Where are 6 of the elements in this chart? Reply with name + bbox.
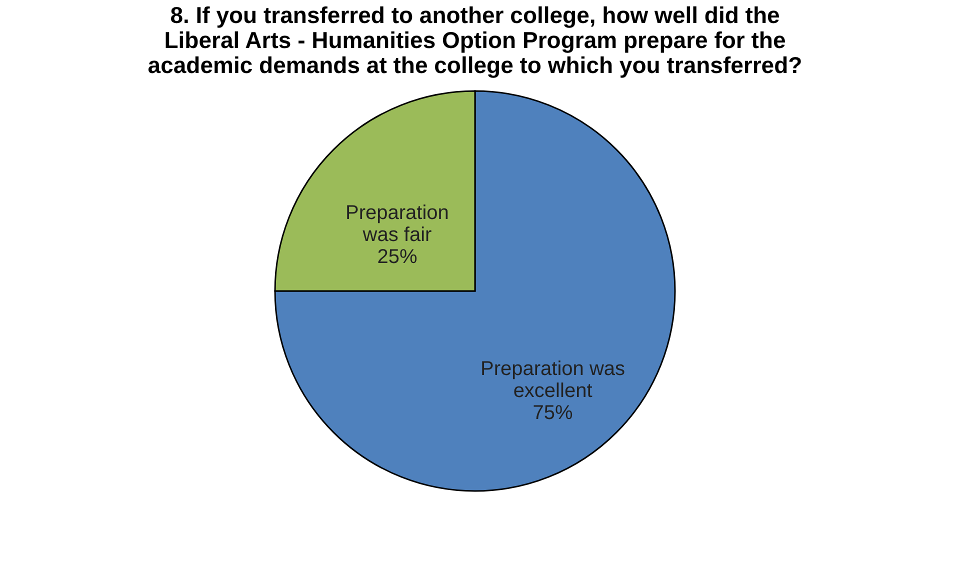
pie-slice: [274, 90, 676, 492]
slice-label: Preparation was fair: [346, 202, 449, 246]
data-label: 25%: [377, 246, 418, 268]
slice-label: Preparation was excellent: [480, 358, 626, 402]
chart-title: 8. If you transferred to another college, how well did the Liberal Arts - Humanities Option Program prepare for the academic demands at the college to which you transferred?: [148, 2, 802, 78]
data-label: 75%: [532, 402, 574, 424]
